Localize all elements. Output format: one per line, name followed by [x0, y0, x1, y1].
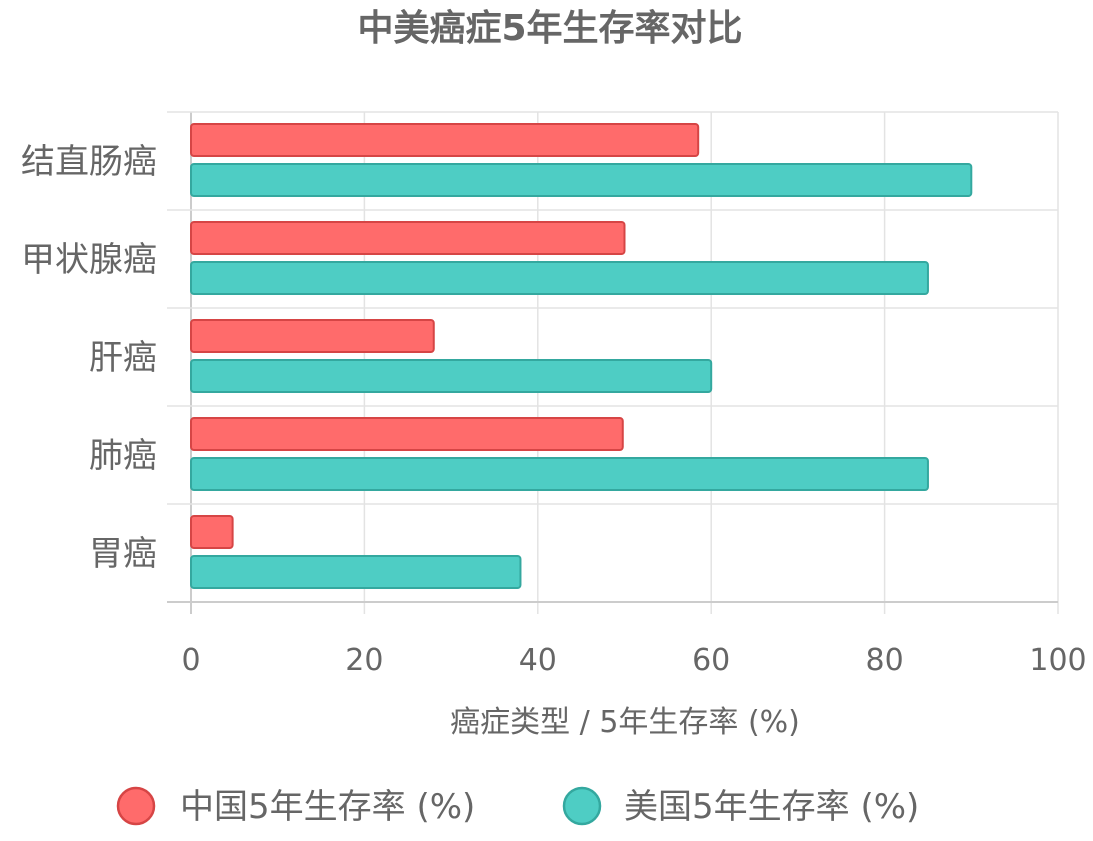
bar-series-0-1: [190, 221, 626, 255]
bars: [190, 123, 973, 589]
legend-marker: [116, 786, 156, 826]
bar-series-0-2: [190, 319, 435, 353]
legend-label: 美国5年生存率 (%): [624, 787, 919, 827]
legend: 中国5年生存率 (%) 美国5年生存率 (%): [116, 786, 919, 827]
bar-series-1-1: [190, 261, 929, 295]
bar-series-1-0: [190, 163, 973, 197]
x-tick-label: 40: [519, 643, 557, 678]
legend-label: 中国5年生存率 (%): [180, 787, 475, 827]
x-tick-label: 60: [692, 643, 730, 678]
bar-series-0-0: [190, 123, 700, 157]
x-tick-label: 0: [181, 643, 200, 678]
x-tick-label: 20: [345, 643, 383, 678]
category-label: 甲状腺癌: [21, 240, 157, 280]
chart-title: 中美癌症5年生存率对比: [357, 8, 742, 49]
x-tick-label: 80: [866, 643, 904, 678]
category-label: 胃癌: [89, 534, 157, 574]
category-label: 结直肠癌: [21, 142, 157, 182]
bar-series-0-3: [190, 417, 624, 451]
legend-marker: [562, 786, 602, 826]
bar-series-1-4: [190, 555, 522, 589]
bar-series-1-2: [190, 359, 713, 393]
category-label: 肝癌: [89, 338, 157, 378]
bar-series-0-4: [190, 515, 234, 549]
category-label: 肺癌: [89, 436, 157, 476]
grid: [167, 111, 1059, 614]
bar-series-1-3: [190, 457, 929, 491]
x-tick-label: 100: [1029, 643, 1086, 678]
x-tick-labels: 0 20 40 60 80 100: [181, 643, 1086, 678]
x-axis-label: 癌症类型 / 5年生存率 (%): [450, 705, 800, 740]
